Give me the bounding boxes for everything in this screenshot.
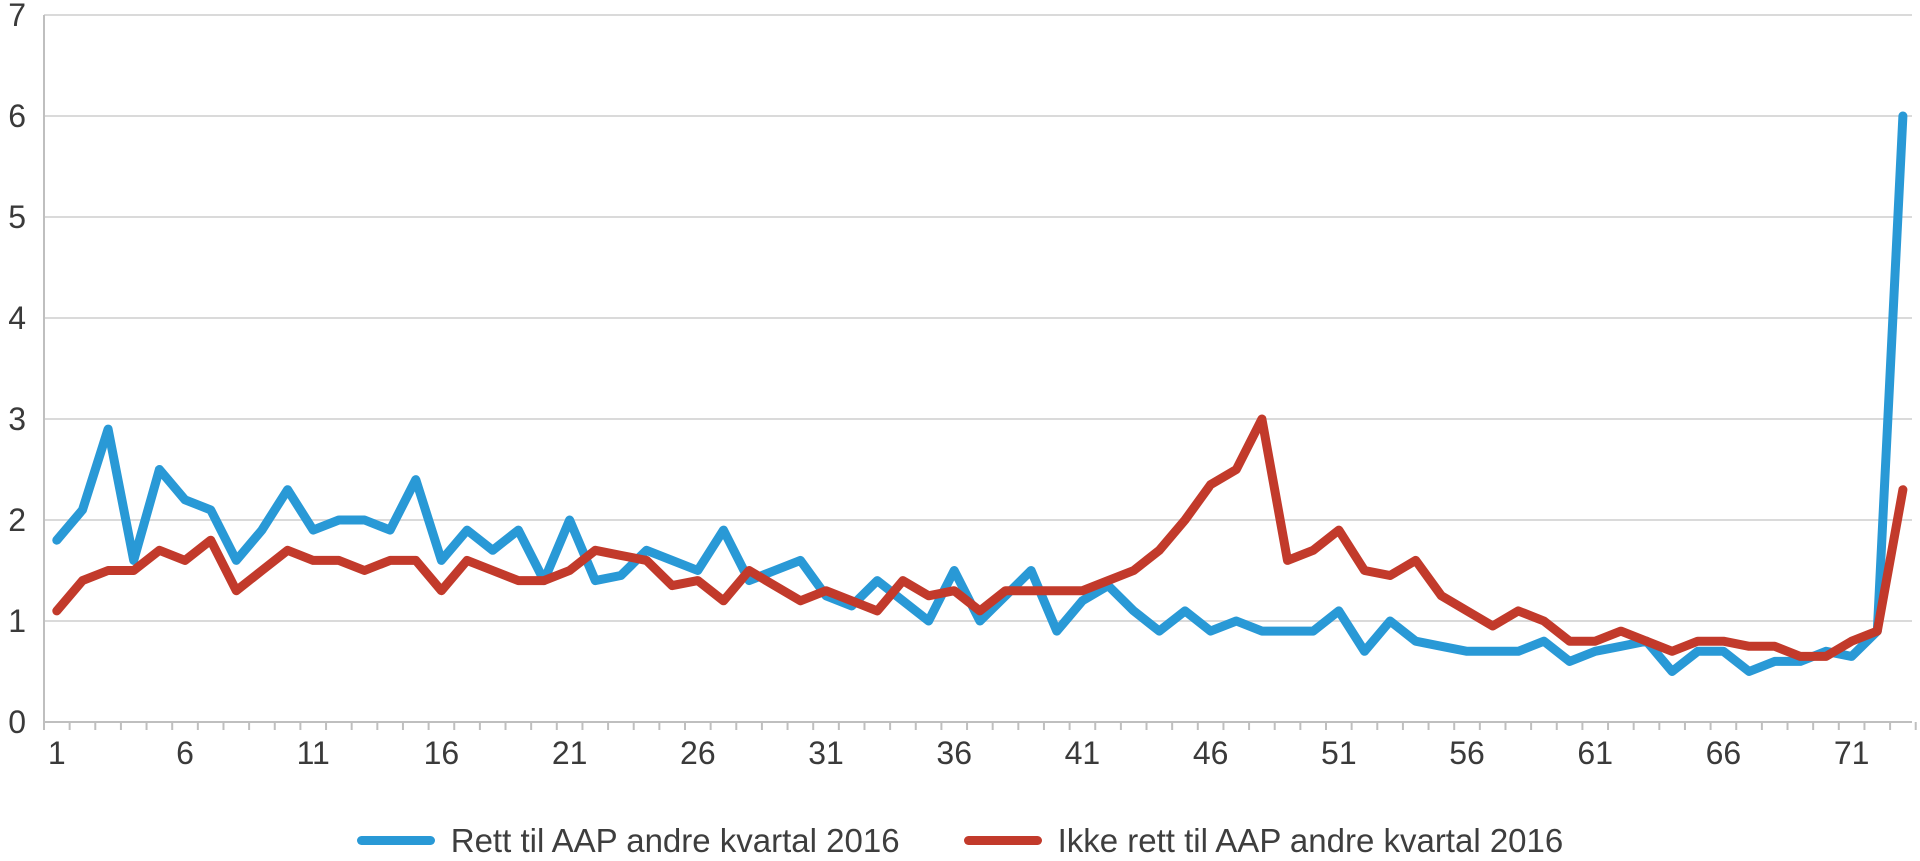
x-axis-tick-label-1: 1: [48, 735, 66, 771]
y-axis-tick-label-2: 2: [8, 502, 26, 538]
y-axis-tick-label-4: 4: [8, 300, 26, 336]
y-axis-tick-label-5: 5: [8, 199, 26, 235]
legend-swatch-red-line-icon: [963, 835, 1042, 845]
line-rett-til-aap: [52, 111, 1908, 676]
x-axis-tick-label-66: 66: [1706, 735, 1742, 771]
x-axis-tick-label-71: 71: [1834, 735, 1870, 771]
x-axis-tick-label-61: 61: [1577, 735, 1613, 771]
x-axis-tick-label-21: 21: [552, 735, 588, 771]
legend-label-ikke-rett-til-aap: Ikke rett til AAP andre kvartal 2016: [1057, 821, 1564, 859]
x-axis-tick-label-6: 6: [176, 735, 194, 771]
y-axis-tick-label-3: 3: [8, 401, 26, 437]
y-axis-tick-label-0: 0: [8, 704, 26, 740]
line-ikke-rett-til-aap: [52, 414, 1908, 661]
y-axis-tick-label-1: 1: [8, 603, 26, 639]
x-axis-tick-label-31: 31: [808, 735, 844, 771]
x-axis-tick-label-36: 36: [936, 735, 972, 771]
legend-swatch-blue-line-icon: [356, 835, 435, 845]
x-axis-tick-label-26: 26: [680, 735, 716, 771]
x-axis-tick-label-51: 51: [1321, 735, 1357, 771]
legend-item-ikke-rett-til-aap: Ikke rett til AAP andre kvartal 2016: [963, 821, 1564, 859]
x-axis-tick-label-46: 46: [1193, 735, 1229, 771]
x-axis-tick-label-16: 16: [424, 735, 460, 771]
legend-item-rett-til-aap: Rett til AAP andre kvartal 2016: [356, 821, 900, 859]
x-axis-tick-label-11: 11: [297, 735, 330, 771]
legend: Rett til AAP andre kvartal 2016 Ikke ret…: [0, 818, 1920, 861]
x-axis-tick-label-56: 56: [1449, 735, 1485, 771]
legend-label-rett-til-aap: Rett til AAP andre kvartal 2016: [450, 821, 900, 859]
y-axis-tick-label-7: 7: [8, 0, 26, 33]
x-axis-tick-label-41: 41: [1065, 735, 1101, 771]
y-axis-tick-label-6: 6: [8, 98, 26, 134]
